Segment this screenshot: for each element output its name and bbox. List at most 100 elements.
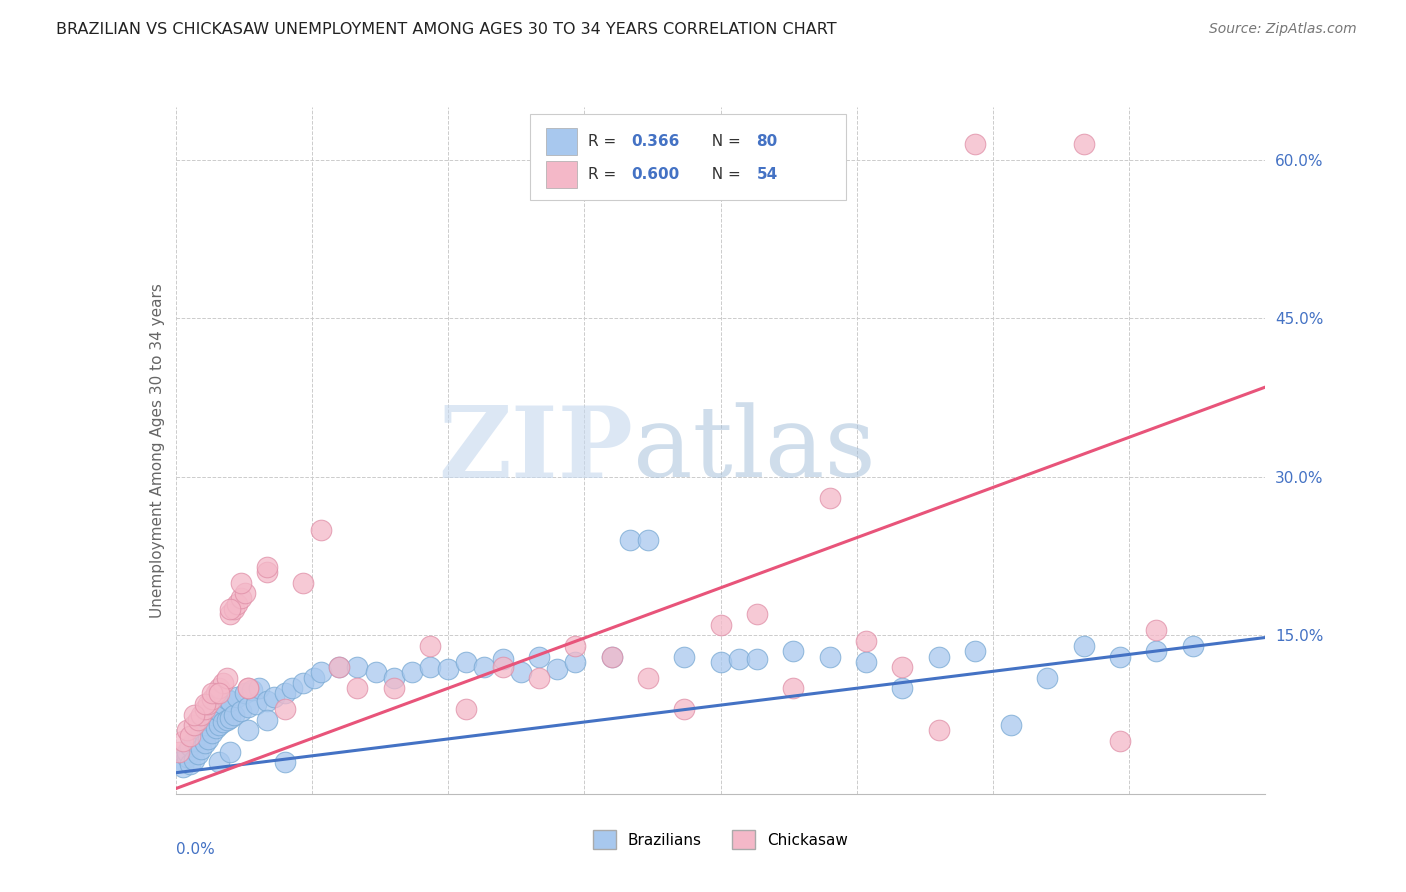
Point	[710, 617, 733, 632]
Point	[619, 533, 641, 548]
Text: N =: N =	[702, 167, 745, 182]
Point	[546, 662, 568, 676]
Text: 0.366: 0.366	[631, 134, 679, 149]
Point	[1000, 718, 1022, 732]
Point	[291, 575, 314, 590]
Point	[186, 729, 209, 743]
Point	[222, 602, 245, 616]
Point	[201, 707, 224, 722]
Point	[208, 755, 231, 769]
Point	[346, 681, 368, 696]
Point	[818, 491, 841, 505]
Point	[256, 694, 278, 708]
Point	[176, 723, 198, 738]
Point	[673, 649, 696, 664]
Text: N =: N =	[702, 134, 745, 149]
Point	[208, 681, 231, 696]
Point	[186, 747, 209, 761]
Point	[179, 739, 201, 754]
Point	[186, 713, 209, 727]
Point	[963, 136, 986, 151]
Point	[204, 722, 226, 736]
FancyBboxPatch shape	[530, 114, 846, 200]
Point	[245, 697, 267, 711]
Point	[492, 651, 515, 665]
Point	[231, 591, 253, 606]
Point	[172, 760, 194, 774]
Point	[928, 649, 950, 664]
Point	[212, 714, 235, 729]
Point	[1146, 623, 1168, 637]
Point	[328, 660, 350, 674]
Point	[176, 745, 198, 759]
Point	[637, 671, 659, 685]
Point	[745, 651, 768, 665]
Point	[600, 649, 623, 664]
Point	[190, 742, 212, 756]
Point	[256, 559, 278, 574]
Point	[637, 533, 659, 548]
Point	[197, 713, 219, 727]
Point	[274, 755, 297, 769]
Point	[1073, 136, 1095, 151]
Point	[240, 683, 263, 698]
Point	[222, 707, 245, 722]
FancyBboxPatch shape	[546, 161, 576, 188]
Point	[208, 718, 231, 732]
Point	[201, 725, 224, 739]
Point	[274, 702, 297, 716]
Point	[1181, 639, 1204, 653]
Point	[782, 644, 804, 658]
Point	[600, 649, 623, 664]
Point	[215, 691, 238, 706]
Text: 54: 54	[756, 167, 778, 182]
Point	[745, 607, 768, 622]
Text: 80: 80	[756, 134, 778, 149]
Point	[194, 702, 217, 716]
Point	[1146, 644, 1168, 658]
Text: 0.600: 0.600	[631, 167, 679, 182]
Point	[238, 681, 260, 696]
Point	[231, 575, 253, 590]
Point	[194, 718, 217, 732]
Point	[818, 649, 841, 664]
Point	[364, 665, 387, 680]
Point	[509, 665, 531, 680]
Point	[963, 644, 986, 658]
Point	[527, 671, 550, 685]
Text: R =: R =	[588, 167, 621, 182]
Point	[928, 723, 950, 738]
Point	[492, 660, 515, 674]
Point	[1073, 639, 1095, 653]
Point	[219, 745, 242, 759]
Point	[197, 731, 219, 746]
Point	[183, 734, 205, 748]
Point	[401, 665, 423, 680]
Point	[527, 649, 550, 664]
Point	[238, 700, 260, 714]
Point	[1036, 671, 1059, 685]
Point	[328, 660, 350, 674]
Point	[256, 713, 278, 727]
Point	[419, 660, 441, 674]
Point	[219, 602, 242, 616]
Point	[891, 681, 914, 696]
Point	[309, 523, 332, 537]
Point	[346, 660, 368, 674]
Point	[238, 723, 260, 738]
Point	[474, 660, 496, 674]
Point	[419, 639, 441, 653]
Point	[190, 707, 212, 722]
Point	[194, 736, 217, 750]
Point	[233, 686, 256, 700]
Point	[302, 671, 325, 685]
Y-axis label: Unemployment Among Ages 30 to 34 years: Unemployment Among Ages 30 to 34 years	[149, 283, 165, 618]
Point	[176, 750, 198, 764]
Point	[233, 586, 256, 600]
Point	[673, 702, 696, 716]
Point	[256, 565, 278, 579]
Point	[212, 676, 235, 690]
Point	[1109, 734, 1132, 748]
Point	[183, 718, 205, 732]
Point	[212, 697, 235, 711]
